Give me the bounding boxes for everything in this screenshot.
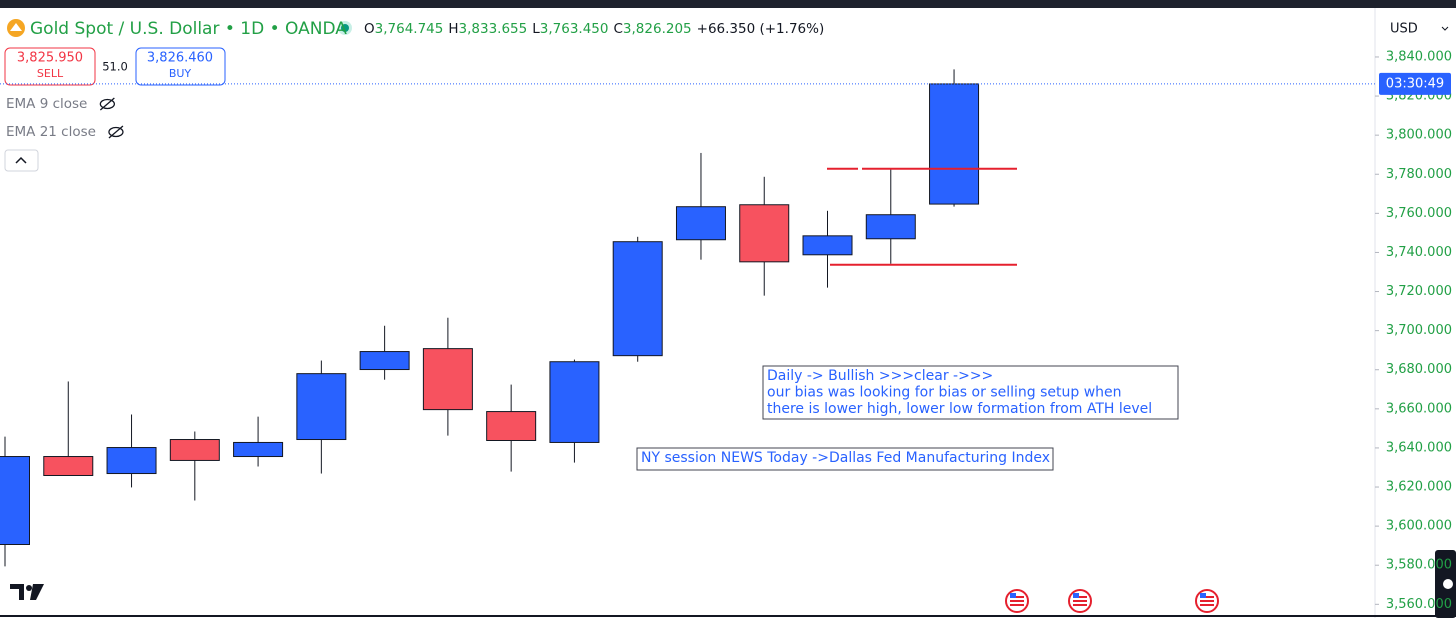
currency-selector[interactable] [1385,17,1451,41]
market-status-dot [341,24,349,32]
tv-logo-part [26,585,32,591]
y-tick-label: 3,780.000 [1386,167,1452,182]
annotation-box [762,365,1179,420]
ohlc-key: H [448,21,458,37]
candle-body [739,204,790,263]
ohlc-key: C [613,21,622,37]
trade-buttons [4,47,226,86]
tv-logo-part [30,584,44,600]
chart-background [0,8,1456,618]
candle-body [0,456,30,545]
sell-price: 3,825.950 [17,51,83,66]
buy-price: 3,826.460 [147,51,213,66]
tv-logo-part [10,584,24,600]
currency-caret [1441,26,1449,31]
candle-body [169,439,220,461]
window-top-bar [0,0,1456,8]
annotation-text: there is lower high, lower low formation… [767,401,1152,417]
buy-label: BUY [169,67,192,80]
y-tick-label: 3,640.000 [1386,440,1452,455]
ohlc-value: 3,826.205 [623,21,692,37]
y-tick-label: 3,580.000 [1386,558,1452,573]
candle-body [486,411,537,442]
buy-button[interactable] [135,47,226,86]
candle-body [106,447,157,475]
hidden-eye-slash [108,125,124,139]
candle-body [675,206,726,241]
y-tick-label: 3,700.000 [1386,323,1452,338]
tv-logo [10,584,44,600]
y-tick-label: 3,760.000 [1386,206,1452,221]
symbol-title: Gold Spot / U.S. Dollar • 1D • OANDA [30,19,347,39]
y-tick-label: 3,720.000 [1386,284,1452,299]
ohlc-key: O [364,21,375,37]
ohlc-key: L [532,21,540,37]
indicator-label: EMA 21 close [6,124,96,140]
candle-body [233,441,284,458]
y-tick-label: 3,840.000 [1386,49,1452,64]
ohlc-values: O3,764.745 H3,833.655 L3,763.450 C3,826.205… [364,21,824,37]
spread: 51.0 [102,60,128,74]
camera-icon [1443,579,1453,589]
candle-body [422,348,473,411]
y-tick-label: 3,560.000 [1386,597,1452,612]
indicator-label: EMA 9 close [6,96,87,112]
symbol-icon-glyph [10,23,22,31]
candle-body [43,456,94,476]
countdown-badge [1379,72,1451,95]
candle-body [802,235,853,256]
annotation-text: our bias was looking for bias or selling… [767,385,1122,401]
hidden-eye-slash [99,97,115,111]
collapse-button[interactable] [4,149,39,172]
hidden-eye-icon [99,98,116,110]
y-tick-label: 3,620.000 [1386,480,1452,495]
candle-body [549,361,600,443]
y-tick-label: 3,740.000 [1386,245,1452,260]
annotation-text: Daily -> Bullish >>>clear ->>> [767,368,993,384]
countdown: 03:30:49 [1386,76,1444,91]
annotation-text: NY session NEWS Today ->Dallas Fed Manuf… [641,450,1050,466]
sell-button[interactable] [4,47,96,86]
currency: USD [1390,22,1418,37]
candle-body [865,214,916,240]
collapse-icon [15,156,27,164]
candle-body [612,241,663,357]
hidden-eye-icon [108,126,124,138]
ohlc-value: 3,763.450 [540,21,609,37]
flag-canton [1200,593,1206,598]
flag-canton [1010,593,1016,598]
ohlc-value: 3,833.655 [459,21,528,37]
candle-body [929,83,980,205]
ohlc-value: 3,764.745 [375,21,444,37]
flag-canton [1073,593,1079,598]
y-tick-label: 3,660.000 [1386,401,1452,416]
sell-label: SELL [37,67,64,80]
annotation-box [636,447,1054,471]
price-change: +66.350 (+1.76%) [697,21,825,37]
event-flags [1005,589,1219,613]
y-tick-label: 3,600.000 [1386,519,1452,534]
y-tick-label: 3,680.000 [1386,362,1452,377]
y-tick-label: 3,800.000 [1386,128,1452,143]
candle-body [359,351,410,371]
candle-body [296,373,347,441]
